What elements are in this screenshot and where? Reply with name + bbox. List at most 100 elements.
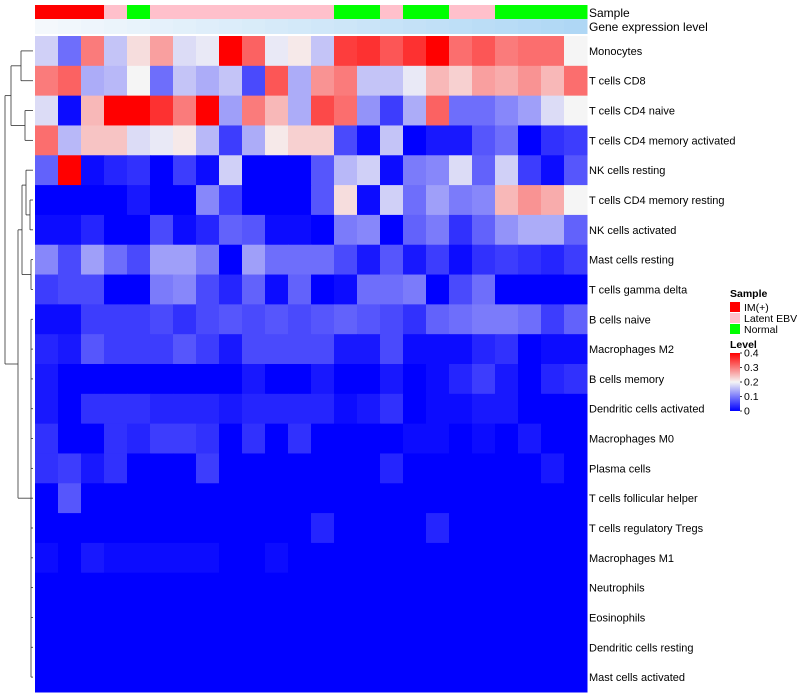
row-label: NK cells resting xyxy=(589,165,665,177)
heatmap-cell xyxy=(426,662,450,693)
heatmap-cell xyxy=(541,423,565,454)
heatmap-cell xyxy=(127,632,151,663)
heatmap-cell xyxy=(311,334,335,365)
expression-annotation-cell xyxy=(58,19,82,34)
row-label: T cells CD8 xyxy=(589,76,646,88)
heatmap-cell xyxy=(196,572,220,604)
heatmap-cell xyxy=(426,214,450,246)
heatmap-cell xyxy=(495,244,519,276)
heatmap-cell xyxy=(58,483,82,514)
heatmap-cell xyxy=(104,244,128,276)
heatmap-cell xyxy=(311,185,335,216)
heatmap-cell xyxy=(380,334,404,365)
expression-annotation-cell xyxy=(449,19,473,34)
heatmap-cell xyxy=(35,95,59,126)
heatmap-cell xyxy=(541,214,565,246)
heatmap-cell xyxy=(127,274,151,305)
heatmap-cell xyxy=(541,185,565,216)
heatmap-cell xyxy=(81,36,105,67)
heatmap-cell xyxy=(426,423,450,454)
heatmap-cell xyxy=(58,364,82,395)
expression-annotation-cell xyxy=(265,19,289,34)
heatmap-cell xyxy=(380,483,404,514)
heatmap-cell xyxy=(472,95,496,126)
heatmap-cell xyxy=(265,36,289,67)
heatmap-cell xyxy=(449,155,473,186)
heatmap-cell xyxy=(173,483,197,514)
expression-annotation-cell xyxy=(196,19,220,34)
heatmap-cell xyxy=(35,155,59,186)
heatmap-cell xyxy=(495,602,519,633)
heatmap-cell xyxy=(288,185,312,216)
row-label: Mast cells resting xyxy=(589,255,674,267)
row-label: Macrophages M2 xyxy=(589,344,674,356)
heatmap-cell xyxy=(357,542,381,574)
heatmap-cell xyxy=(311,602,335,633)
expression-annotation-cell xyxy=(150,19,174,34)
heatmap-cell xyxy=(495,393,519,425)
expression-annotation-cell xyxy=(35,19,59,34)
heatmap-cell xyxy=(58,334,82,365)
heatmap-cell xyxy=(58,453,82,484)
heatmap-cell xyxy=(265,662,289,693)
row-label: T cells follicular helper xyxy=(589,493,698,505)
heatmap-cell xyxy=(495,95,519,126)
heatmap-cell xyxy=(173,214,197,246)
heatmap-cell xyxy=(150,513,174,544)
heatmap-cell xyxy=(219,602,243,633)
heatmap-cell xyxy=(472,274,496,305)
heatmap-cell xyxy=(541,542,565,574)
heatmap-cell xyxy=(311,483,335,514)
expression-annotation-cell xyxy=(242,19,266,34)
sample-annotation-cell xyxy=(242,5,266,19)
heatmap-cell xyxy=(403,453,427,484)
expression-annotation-cell xyxy=(403,19,427,34)
heatmap-cell xyxy=(380,244,404,276)
heatmap-cell xyxy=(564,65,588,97)
heatmap-cell xyxy=(265,602,289,633)
heatmap-cell xyxy=(449,572,473,604)
heatmap-cell xyxy=(380,572,404,604)
heatmap-cell xyxy=(58,36,82,67)
heatmap-cell xyxy=(357,632,381,663)
heatmap-cell xyxy=(449,483,473,514)
heatmap-cell xyxy=(380,274,404,305)
heatmap-cell xyxy=(311,662,335,693)
heatmap-cell xyxy=(541,453,565,484)
heatmap-cell xyxy=(426,95,450,126)
heatmap-cell xyxy=(380,423,404,454)
heatmap-cell xyxy=(265,542,289,574)
heatmap-cell xyxy=(35,393,59,425)
heatmap-cell xyxy=(518,125,542,156)
heatmap-cell xyxy=(380,125,404,156)
heatmap-cell xyxy=(150,632,174,663)
heatmap-cell xyxy=(518,65,542,97)
heatmap-cell xyxy=(150,155,174,186)
heatmap-cell xyxy=(196,95,220,126)
heatmap-cell xyxy=(81,334,105,365)
heatmap-cell xyxy=(426,632,450,663)
heatmap-cell xyxy=(219,423,243,454)
heatmap-cell xyxy=(495,423,519,454)
expression-annotation-cell xyxy=(219,19,243,34)
heatmap-cell xyxy=(380,214,404,246)
heatmap-cell xyxy=(127,483,151,514)
heatmap-cell xyxy=(173,572,197,604)
heatmap-cell xyxy=(196,304,220,335)
heatmap-cell xyxy=(58,65,82,97)
heatmap-cell xyxy=(311,393,335,425)
heatmap-cell xyxy=(265,214,289,246)
sample-annotation-cell xyxy=(265,5,289,19)
heatmap-cell xyxy=(472,513,496,544)
heatmap-cell xyxy=(288,125,312,156)
heatmap-cell xyxy=(495,304,519,335)
heatmap-cell xyxy=(288,334,312,365)
heatmap-cell xyxy=(265,274,289,305)
heatmap-cell xyxy=(288,632,312,663)
heatmap-cell xyxy=(403,274,427,305)
heatmap-cell xyxy=(150,274,174,305)
heatmap-cell xyxy=(564,662,588,693)
heatmap-cell xyxy=(495,65,519,97)
heatmap-cell xyxy=(150,483,174,514)
